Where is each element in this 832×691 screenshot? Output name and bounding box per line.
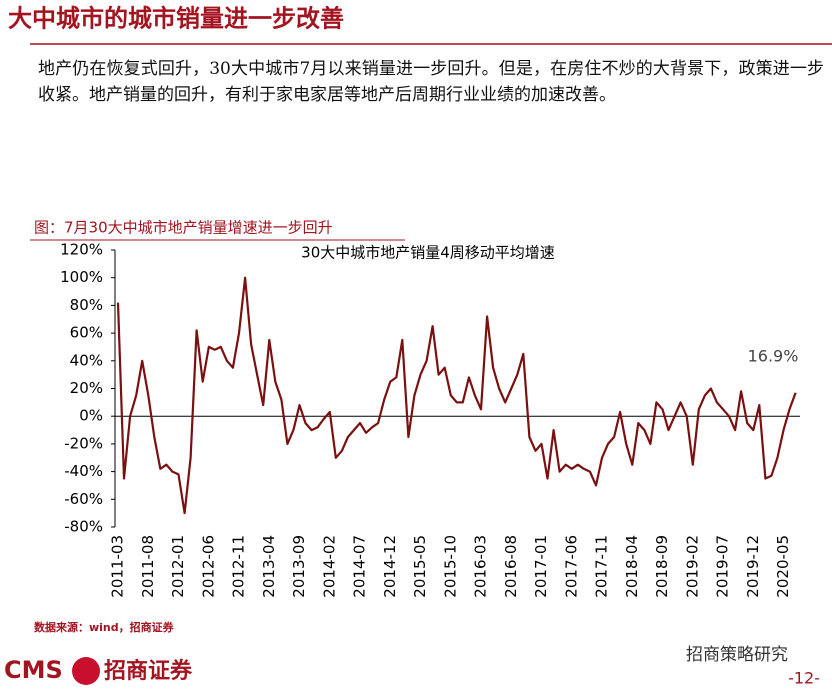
x-tick-label: 2016-08 <box>502 535 520 598</box>
source-note: 数据来源：wind，招商证券 <box>34 620 175 634</box>
chart-title: 30大中城市地产销量4周移动平均增速 <box>301 244 555 262</box>
footer-account: 招商策略研究 <box>686 645 788 665</box>
logo-icon <box>72 657 100 685</box>
x-tick-label: 2016-03 <box>472 535 490 598</box>
x-tick-label: 2019-12 <box>744 535 762 598</box>
plot: -80% -60% -40% -20% 0% 20% 40% 60% 80% 100% 120% 20… <box>60 241 800 598</box>
x-tick-label: 2015-05 <box>411 535 429 598</box>
y-tick-label: -80% <box>64 518 103 536</box>
x-tick-label: 2017-11 <box>593 535 611 598</box>
y-tick-label: 60% <box>70 324 103 342</box>
y-tick-label: -20% <box>64 434 103 452</box>
chart-caption: 图：7月30大中城市地产销量增速进一步回升 <box>34 219 333 237</box>
x-tick-label: 2017-06 <box>562 535 580 598</box>
footer-logo: CMS <box>4 656 63 684</box>
y-tick-label: -40% <box>64 462 103 480</box>
x-tick-label: 2013-04 <box>260 535 278 598</box>
value-annotation: 16.9% <box>748 346 799 365</box>
x-tick-label: 2012-11 <box>230 535 248 598</box>
x-tick-label: 2014-07 <box>351 535 369 598</box>
x-tick-label: 2018-04 <box>623 535 641 598</box>
y-tick-label: -60% <box>64 490 103 508</box>
x-tick-label: 2013-09 <box>290 535 308 598</box>
x-tick-label: 2014-12 <box>381 535 399 598</box>
y-tick-label: 80% <box>70 296 103 314</box>
series-line <box>116 276 797 515</box>
x-tick-label: 2012-06 <box>199 535 217 598</box>
x-tick-label: 2014-02 <box>320 535 338 598</box>
body-text: 地产仍在恢复式回升，30大中城市7月以来销量进一步回升。但是，在房住不炒的大背景… <box>38 59 824 105</box>
x-tick-label: 2020-05 <box>774 535 792 598</box>
x-tick-label: 2018-09 <box>653 535 671 598</box>
y-tick-label: 20% <box>70 379 103 397</box>
y-tick-label: 0% <box>79 407 103 425</box>
x-tick-label: 2017-01 <box>532 535 550 598</box>
x-tick-label: 2011-08 <box>139 535 157 598</box>
y-tick-label: 40% <box>70 351 103 369</box>
x-tick-label: 2019-07 <box>714 535 732 598</box>
x-tick-label: 2012-01 <box>169 535 187 598</box>
x-tick-label: 2011-03 <box>109 535 127 598</box>
footer-company: 招商证券 <box>104 658 193 684</box>
x-tick-label: 2015-10 <box>441 535 459 598</box>
x-tick-label: 2019-02 <box>683 535 701 598</box>
page-number: -12- <box>788 669 820 688</box>
slide-title: 大中城市的城市销量进一步改善 <box>8 4 344 33</box>
y-tick-label: 100% <box>60 268 103 286</box>
y-tick-label: 120% <box>60 241 103 259</box>
